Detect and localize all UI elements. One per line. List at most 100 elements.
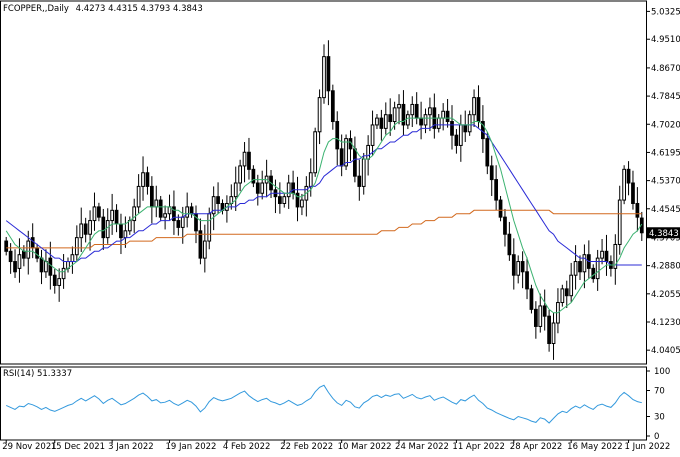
candle-body-up [314,132,317,173]
price-tick-label: 4.4545 [651,205,680,215]
candle-body-up [468,115,471,132]
candle [111,194,114,235]
candle [415,92,418,124]
x-tick-label: 28 Apr 2022 [510,442,563,452]
candle-body-down [177,221,180,228]
candle-body-down [49,258,52,275]
candle-body-down [296,193,299,207]
candle [274,180,277,213]
candle [58,268,61,301]
candle [508,222,511,261]
candle [349,130,352,161]
candle-body-up [261,183,264,193]
candle [490,156,493,196]
candle-body-up [71,255,74,262]
candle-body-up [75,238,78,255]
candle-body-down [451,122,454,136]
candle-body-down [632,183,635,203]
candle-body-up [362,159,365,186]
candle-body-down [495,180,498,200]
candle-body-up [393,108,396,122]
candle-body-down [84,224,87,234]
ma-slow-line [6,125,642,265]
candle-body-up [45,262,48,272]
candle-body-down [256,183,259,193]
candle [239,160,242,191]
candle-body-down [627,169,630,183]
x-tick-label: 22 Feb 2022 [280,442,333,452]
price-tick-label: 4.2055 [651,290,680,300]
candle [137,174,140,213]
candle [614,234,617,285]
candle [539,294,542,333]
candle [433,94,436,139]
candle [442,103,445,130]
candle-body-up [367,145,370,159]
candle-body-up [318,98,321,132]
candle-body-down [499,200,502,217]
candle-body-up [473,98,476,115]
candle [234,167,237,211]
candle-body-up [58,279,61,286]
candle-body-down [415,104,418,118]
candle [230,184,233,209]
candle-body-down [199,231,202,258]
candle [186,193,189,228]
candle [587,240,590,278]
candle [561,285,564,307]
price-tick-label: 4.9510 [651,35,680,45]
candle [592,264,595,282]
candle [89,210,92,250]
candle-body-up [27,241,30,258]
candle-body-down [98,207,101,217]
rsi-tick-label: 0 [654,432,659,442]
candle [534,301,537,339]
candle [221,199,224,214]
price-tick-label: 5.0325 [651,7,680,17]
rsi-tick-label: 70 [654,387,665,397]
candle [212,186,215,230]
candle-body-up [411,104,414,114]
candle [18,238,21,282]
candle [36,244,39,262]
candle-body-down [455,135,458,145]
candle-body-up [106,221,109,238]
candle-body-up [583,255,586,272]
candle [610,255,613,276]
candle-body-down [512,255,515,275]
candle [226,195,229,222]
candle-body-down [120,224,123,238]
candle [199,219,202,265]
candle-body-down [636,203,639,217]
candle-body-down [36,248,39,258]
candle-body-up [301,200,304,207]
candle-body-up [539,306,542,326]
candle [278,182,281,213]
candle [305,176,308,216]
candle [252,165,255,187]
candle [358,160,361,201]
x-tick-label: 10 Mar 2022 [338,442,392,452]
candle [468,111,471,136]
candle [80,208,83,252]
candle-body-down [605,251,608,261]
candle [521,251,524,288]
price-tick-label: 4.8670 [651,64,680,74]
candle [14,249,17,278]
candle [618,186,621,255]
candle-body-down [9,251,12,261]
candle-body-up [234,183,237,197]
candle-body-up [459,125,462,145]
candle-body-down [53,275,56,285]
candle [495,165,498,210]
candle-body-up [243,152,246,166]
candle-body-up [517,262,520,276]
candle-body-down [446,111,449,121]
candle [133,199,136,233]
candle [459,115,462,162]
candle-body-down [40,258,43,272]
candle [376,114,379,129]
candle-body-down [508,234,511,254]
rsi-title: RSI(14) 51.3337 [3,369,72,379]
candle [190,203,193,218]
